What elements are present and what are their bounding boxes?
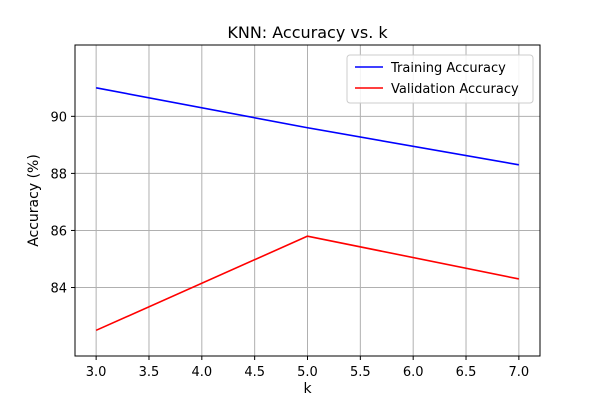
- y-tick-label: 84: [50, 282, 67, 297]
- series-line-1: [95, 87, 520, 166]
- x-tick-label: 6.5: [456, 365, 477, 380]
- y-tick-label: 86: [50, 224, 67, 239]
- x-tick-label: 5.0: [297, 365, 318, 380]
- legend: Training Accuracy Validation Accuracy: [346, 54, 534, 104]
- series-line-2: [95, 235, 520, 332]
- x-tick-label: 5.5: [350, 365, 371, 380]
- y-tick-label: 90: [50, 110, 67, 125]
- x-tick-label: 4.5: [244, 365, 265, 380]
- series-lines: [95, 87, 520, 332]
- axis-ticks: 3.0 3.5 4.0 4.5 5.0 5.5 6.0 6.5 7.0 84 86 88 90: [50, 110, 529, 380]
- chart-title: KNN: Accuracy vs. k: [227, 23, 388, 42]
- x-tick-label: 3.0: [86, 365, 107, 380]
- x-tick-label: 7.0: [509, 365, 530, 380]
- legend-label: Validation Accuracy: [391, 82, 519, 97]
- y-tick-label: 88: [50, 167, 67, 182]
- x-tick-label: 6.0: [403, 365, 424, 380]
- x-tick-label: 3.5: [139, 365, 160, 380]
- legend-label: Training Accuracy: [390, 61, 506, 76]
- x-tick-label: 4.0: [191, 365, 212, 380]
- y-axis-label: Accuracy (%): [26, 154, 42, 247]
- x-axis-label: k: [303, 381, 312, 397]
- legend-box: [346, 54, 534, 104]
